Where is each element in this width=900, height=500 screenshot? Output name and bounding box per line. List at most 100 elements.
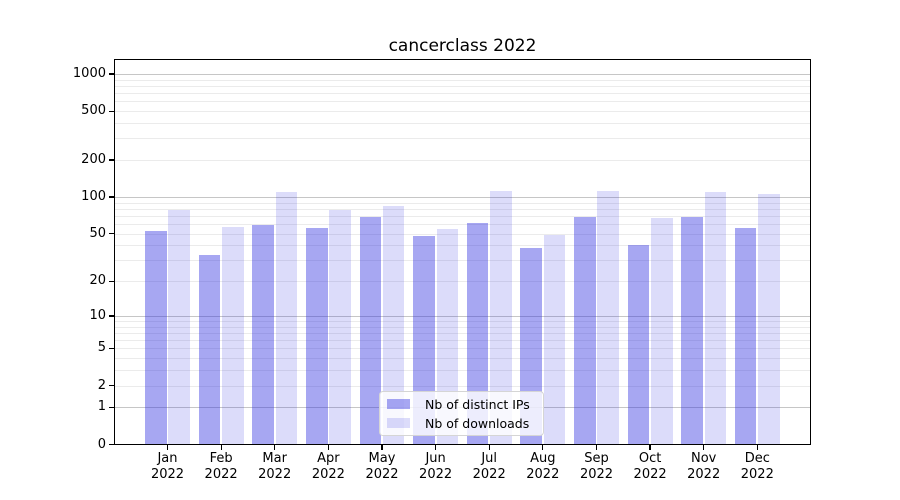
gridline-minor-30 bbox=[114, 260, 811, 262]
x-tick-jun bbox=[434, 444, 437, 450]
gridline-minor-50 bbox=[114, 233, 811, 235]
y-tick-5 bbox=[108, 347, 114, 350]
gridline-minor-4 bbox=[114, 358, 811, 360]
bar-nb-of-downloads-aug bbox=[543, 234, 566, 445]
x-tick-label-aug: Aug 2022 bbox=[526, 451, 560, 482]
x-tick-nov bbox=[703, 444, 705, 450]
y-tick-1 bbox=[108, 406, 114, 408]
gridline-minor-700 bbox=[114, 93, 811, 95]
y-tick-0 bbox=[108, 443, 114, 446]
legend-label-downloads: Nb of downloads bbox=[425, 415, 530, 431]
x-tick-oct bbox=[649, 444, 651, 450]
gridline-minor-6 bbox=[114, 340, 811, 342]
legend-label-distinct-ips: Nb of distinct IPs bbox=[425, 396, 530, 412]
y-tick-label-20: 20 bbox=[89, 273, 106, 289]
bar-nb-of-downloads-oct bbox=[651, 218, 673, 445]
x-tick-label-apr: Apr 2022 bbox=[311, 451, 345, 482]
gridline-major-10 bbox=[114, 315, 811, 317]
legend: Nb of distinct IPs Nb of downloads bbox=[379, 391, 544, 436]
gridline-minor-300 bbox=[114, 138, 811, 140]
x-tick-label-sep: Sep 2022 bbox=[579, 451, 614, 482]
x-tick-apr bbox=[327, 444, 329, 450]
y-tick-100 bbox=[108, 196, 114, 198]
plot-area bbox=[114, 59, 811, 445]
gridline-minor-5 bbox=[114, 348, 811, 350]
y-tick-label-500: 500 bbox=[81, 103, 106, 119]
bar-nb-of-downloads-dec bbox=[758, 194, 780, 445]
x-tick-label-feb: Feb 2022 bbox=[204, 451, 238, 482]
gridline-minor-600 bbox=[114, 101, 811, 103]
bar-nb-of-distinct-ips-feb bbox=[198, 255, 221, 445]
x-tick-label-nov: Nov 2022 bbox=[687, 451, 721, 482]
chart-title: cancerclass 2022 bbox=[388, 36, 537, 56]
bar-nb-of-downloads-apr bbox=[329, 210, 351, 445]
y-tick-label-10: 10 bbox=[89, 307, 106, 323]
bar-nb-of-downloads-sep bbox=[597, 191, 619, 445]
gridline-major-1000 bbox=[114, 74, 811, 75]
x-tick-label-dec: Dec 2022 bbox=[740, 451, 774, 482]
y-tick-1000 bbox=[108, 73, 114, 75]
legend-item-downloads: Nb of downloads bbox=[387, 416, 536, 431]
bar-nb-of-distinct-ips-apr bbox=[306, 227, 328, 445]
bar-nb-of-downloads-feb bbox=[222, 226, 244, 445]
bar-nb-of-distinct-ips-may bbox=[359, 217, 382, 445]
legend-swatch-distinct-ips bbox=[387, 398, 410, 410]
bar-nb-of-downloads-may bbox=[382, 205, 405, 445]
y-tick-2 bbox=[108, 384, 114, 387]
gridline-minor-20 bbox=[114, 281, 811, 283]
y-tick-label-2: 2 bbox=[97, 377, 106, 393]
x-tick-label-jun: Jun 2022 bbox=[419, 451, 453, 482]
bar-nb-of-distinct-ips-sep bbox=[574, 217, 596, 445]
bar-nb-of-downloads-jul bbox=[490, 191, 512, 445]
gridline-minor-8 bbox=[114, 326, 811, 328]
bar-nb-of-downloads-jan bbox=[168, 209, 190, 445]
gridline-minor-2 bbox=[114, 385, 811, 387]
gridline-minor-80 bbox=[114, 208, 811, 210]
gridline-minor-800 bbox=[114, 86, 811, 87]
bar-nb-of-distinct-ips-dec bbox=[734, 227, 757, 445]
y-tick-20 bbox=[108, 280, 114, 282]
y-tick-500 bbox=[108, 110, 114, 112]
bar-nb-of-downloads-jun bbox=[436, 228, 458, 445]
y-tick-label-50: 50 bbox=[89, 225, 106, 241]
gridline-minor-9 bbox=[114, 321, 811, 322]
gridline-minor-500 bbox=[114, 111, 811, 113]
gridline-minor-3 bbox=[114, 370, 811, 372]
gridline-minor-60 bbox=[114, 224, 811, 225]
x-tick-sep bbox=[595, 444, 598, 450]
gridline-major-100 bbox=[114, 197, 811, 198]
gridline-minor-400 bbox=[114, 123, 811, 125]
y-tick-label-5: 5 bbox=[97, 340, 106, 356]
x-tick-mar bbox=[274, 444, 276, 450]
x-tick-jul bbox=[488, 444, 490, 450]
x-tick-label-may: May 2022 bbox=[365, 451, 399, 482]
bar-nb-of-distinct-ips-jul bbox=[466, 223, 489, 445]
gridline-minor-90 bbox=[114, 202, 811, 204]
y-tick-label-1: 1 bbox=[97, 399, 106, 415]
gridline-minor-900 bbox=[114, 79, 811, 81]
gridline-minor-7 bbox=[114, 333, 811, 334]
gridline-minor-40 bbox=[114, 245, 811, 247]
gridline-minor-200 bbox=[114, 160, 811, 162]
bar-nb-of-downloads-mar bbox=[275, 191, 298, 445]
x-tick-label-mar: Mar 2022 bbox=[258, 451, 292, 482]
y-tick-200 bbox=[108, 159, 114, 161]
y-tick-label-200: 200 bbox=[81, 152, 106, 168]
x-tick-aug bbox=[542, 444, 544, 450]
x-tick-dec bbox=[756, 444, 758, 450]
gridline-minor-70 bbox=[114, 215, 811, 217]
bar-nb-of-distinct-ips-jan bbox=[145, 230, 167, 445]
y-tick-label-1000: 1000 bbox=[72, 66, 106, 81]
y-tick-10 bbox=[108, 315, 114, 317]
x-tick-label-jul: Jul 2022 bbox=[472, 451, 506, 482]
y-tick-label-100: 100 bbox=[81, 189, 106, 204]
x-tick-may bbox=[381, 444, 383, 450]
x-tick-feb bbox=[220, 444, 222, 450]
x-tick-label-oct: Oct 2022 bbox=[633, 451, 667, 482]
y-tick-label-0: 0 bbox=[97, 436, 106, 452]
legend-item-distinct-ips: Nb of distinct IPs bbox=[387, 397, 536, 412]
y-tick-50 bbox=[108, 233, 114, 235]
bar-nb-of-distinct-ips-mar bbox=[252, 224, 274, 445]
bar-nb-of-distinct-ips-oct bbox=[627, 245, 650, 445]
